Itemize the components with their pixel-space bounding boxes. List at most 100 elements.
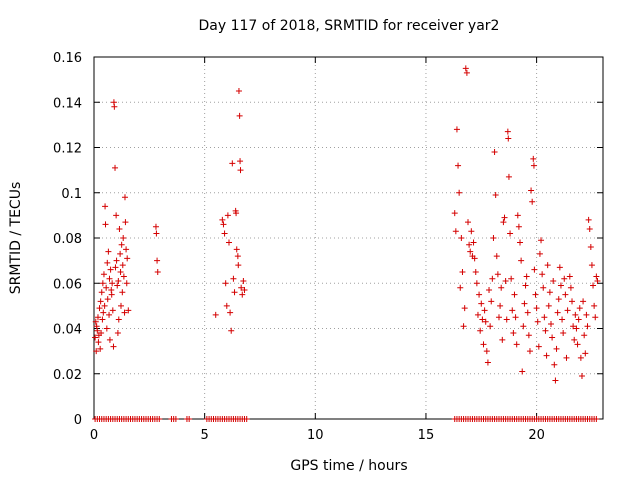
- data-point: [519, 368, 526, 375]
- data-point: [108, 291, 115, 298]
- data-point: [593, 273, 600, 280]
- y-tick-label: 0.14: [53, 96, 82, 111]
- data-point: [479, 316, 486, 323]
- data-point: [512, 314, 519, 321]
- data-point: [236, 112, 243, 119]
- data-point: [505, 135, 512, 142]
- data-point: [112, 264, 119, 271]
- data-point: [478, 300, 485, 307]
- data-point: [517, 239, 524, 246]
- data-point: [529, 198, 536, 205]
- data-point: [119, 262, 126, 269]
- data-point: [554, 309, 561, 316]
- data-point: [547, 320, 554, 327]
- data-point: [543, 352, 550, 359]
- y-tick-label: 0.08: [53, 232, 82, 247]
- data-point: [152, 223, 159, 230]
- data-point: [94, 327, 101, 334]
- data-point: [120, 235, 127, 241]
- data-point: [520, 323, 527, 330]
- data-point: [582, 350, 589, 357]
- data-point: [585, 216, 592, 223]
- data-point: [100, 309, 107, 316]
- data-point: [120, 273, 127, 280]
- data-point: [229, 160, 236, 167]
- data-point: [555, 296, 562, 303]
- data-point: [510, 330, 517, 337]
- y-tick-label: 0: [74, 413, 82, 428]
- data-point: [536, 250, 543, 257]
- data-point: [551, 361, 558, 368]
- data-point: [533, 305, 540, 312]
- x-tick-label: 0: [90, 428, 98, 443]
- data-point: [172, 416, 179, 422]
- data-point: [219, 216, 226, 223]
- data-point: [489, 275, 496, 282]
- x-tick-label: 10: [307, 428, 324, 443]
- data-point: [119, 289, 126, 296]
- data-point: [468, 228, 475, 235]
- data-point: [234, 253, 241, 260]
- data-point: [109, 307, 116, 314]
- data-point: [588, 262, 595, 269]
- data-point: [99, 280, 106, 287]
- data-point: [98, 330, 105, 337]
- data-point: [102, 221, 109, 228]
- data-point: [225, 239, 232, 246]
- data-point: [514, 212, 521, 219]
- data-point: [237, 158, 244, 165]
- data-point: [502, 277, 509, 284]
- data-point: [114, 330, 121, 337]
- data-point: [509, 307, 516, 314]
- data-point: [114, 282, 121, 289]
- data-point: [562, 291, 569, 298]
- data-point: [231, 289, 238, 296]
- data-point: [105, 248, 112, 255]
- data-point: [566, 273, 573, 280]
- data-point: [104, 259, 111, 266]
- data-point: [532, 291, 539, 298]
- data-point: [154, 268, 161, 275]
- data-point: [460, 323, 467, 330]
- data-point: [465, 219, 472, 226]
- data-point: [115, 316, 122, 323]
- data-point: [576, 305, 583, 312]
- x-tick-labels: 0 5 10 15 20: [90, 428, 545, 443]
- data-point: [521, 300, 528, 307]
- data-point: [581, 332, 588, 339]
- data-point: [492, 192, 499, 199]
- data-point: [522, 282, 529, 289]
- data-point: [507, 230, 514, 237]
- data-point: [235, 87, 242, 94]
- data-point: [534, 318, 541, 325]
- data-point: [243, 416, 250, 422]
- data-point: [462, 65, 469, 72]
- data-point: [233, 246, 240, 253]
- data-point: [97, 298, 104, 305]
- data-point: [124, 255, 131, 262]
- data-point: [457, 284, 464, 291]
- data-point: [220, 221, 227, 228]
- data-point: [561, 275, 568, 282]
- data-point: [487, 323, 494, 330]
- data-point: [212, 311, 219, 318]
- data-point: [463, 69, 470, 76]
- data-point: [107, 266, 114, 273]
- data-point: [513, 341, 520, 348]
- data-point: [106, 275, 113, 282]
- data-point: [556, 264, 563, 271]
- data-point: [538, 237, 545, 244]
- data-point: [117, 268, 124, 275]
- data-point: [499, 336, 506, 343]
- y-tick-label: 0.04: [53, 323, 82, 338]
- data-point: [544, 262, 551, 269]
- data-point: [92, 334, 99, 341]
- y-tick-label: 0.06: [53, 277, 82, 292]
- data-point: [228, 327, 235, 334]
- data-point: [488, 298, 495, 305]
- data-point: [467, 248, 474, 255]
- data-point: [505, 173, 512, 180]
- data-point: [553, 345, 560, 352]
- data-point: [470, 239, 477, 246]
